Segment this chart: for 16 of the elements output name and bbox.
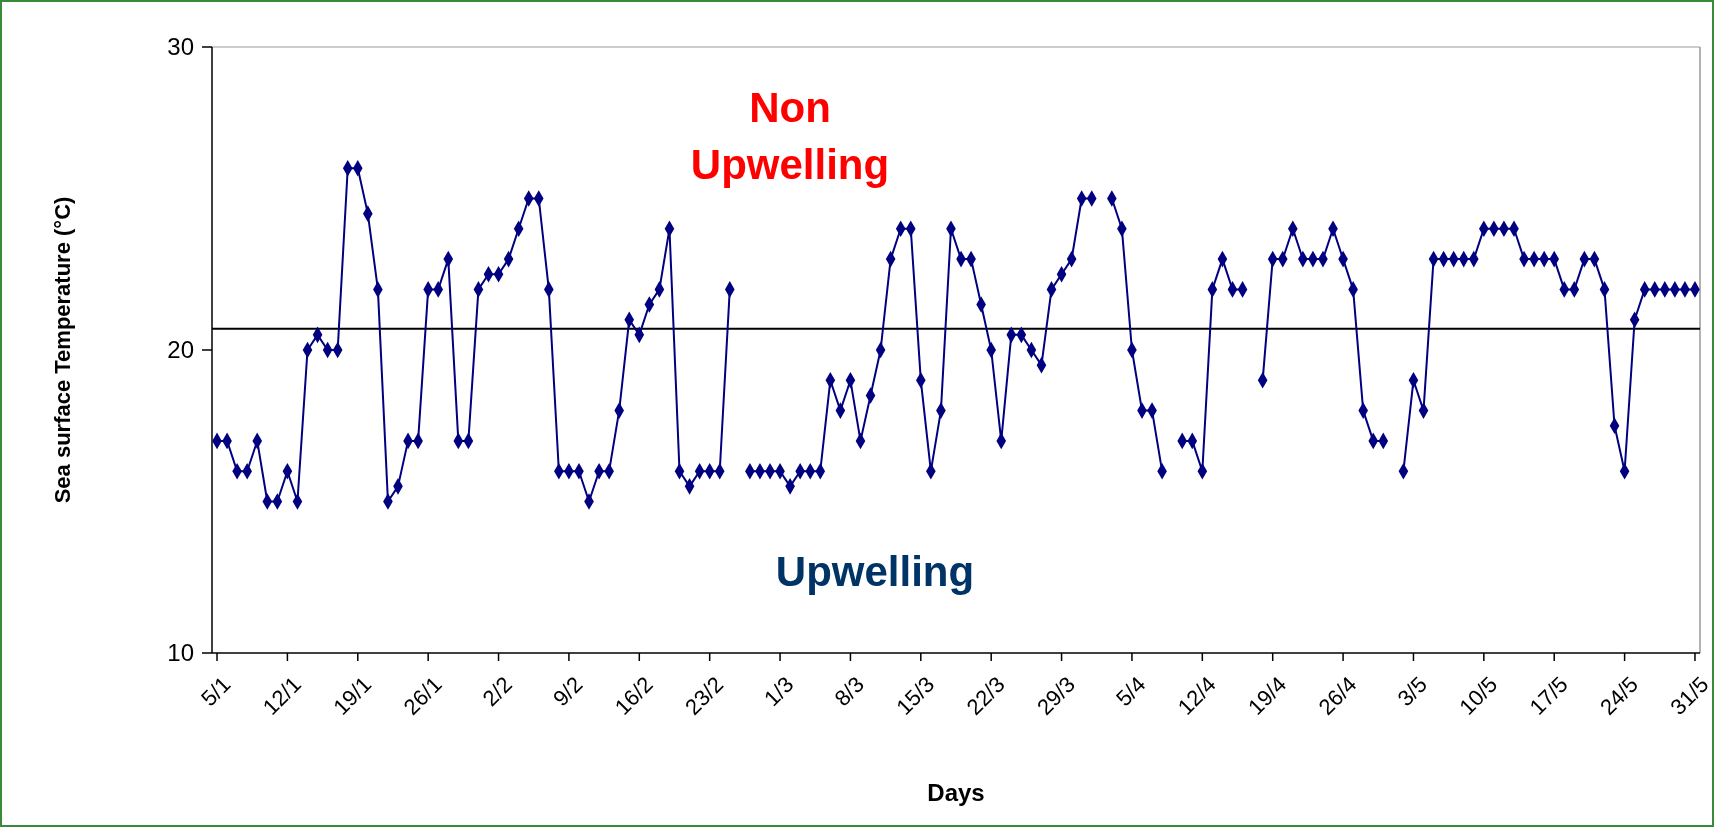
annotation: Upwelling: [775, 548, 975, 595]
x-tick-label: 12/1: [257, 671, 306, 720]
y-tick-label: 30: [167, 33, 194, 61]
x-tick-label: 2/2: [477, 671, 517, 712]
y-tick-label: 20: [167, 336, 194, 364]
y-tick-label: 10: [167, 639, 194, 667]
annotation: Non Upwelling: [690, 84, 890, 188]
x-tick-label: 19/1: [328, 671, 377, 720]
x-tick-label: 1/3: [759, 671, 799, 712]
x-tick-label: 5/4: [1111, 671, 1151, 712]
x-tick-label: 9/2: [548, 671, 588, 712]
x-axis-title: Days: [927, 779, 985, 806]
x-tick-label: 5/1: [196, 671, 236, 712]
x-tick-label: 3/5: [1392, 671, 1432, 712]
y-axis-title: Sea surface Temperature (°C): [50, 196, 75, 504]
x-tick-label: 8/3: [829, 671, 869, 712]
